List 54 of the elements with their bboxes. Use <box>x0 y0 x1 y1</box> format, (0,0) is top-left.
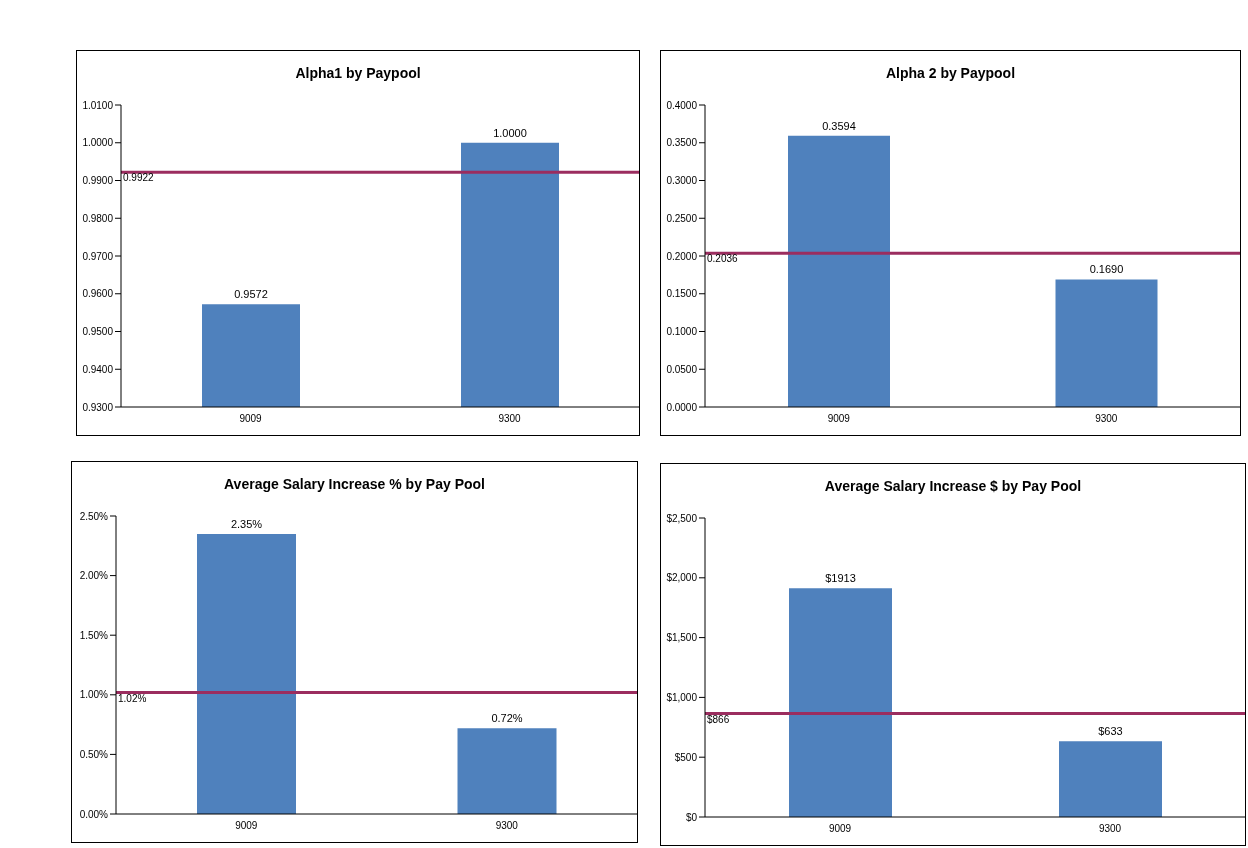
data-label: 0.3594 <box>822 119 856 132</box>
data-label: $633 <box>1098 725 1123 738</box>
y-tick-label: $0 <box>685 811 698 823</box>
ref-line-label: 1.02% <box>118 692 147 704</box>
y-tick-label: 0.0000 <box>666 401 698 413</box>
ref-line-label: $866 <box>707 713 730 725</box>
data-label: 0.1690 <box>1089 263 1124 276</box>
chart-title: Alpha1 by Paypool <box>294 65 422 83</box>
y-tick-label: 1.0000 <box>82 137 114 149</box>
x-tick-label: 9300 <box>495 820 519 832</box>
y-tick-label: $2,000 <box>666 572 698 584</box>
chart-title: Average Salary Increase $ by Pay Pool <box>823 478 1083 496</box>
y-tick-label: 1.50% <box>79 629 109 641</box>
y-tick-label: 0.1500 <box>666 288 698 300</box>
x-tick-label: 9009 <box>235 820 258 832</box>
y-tick-label: 0.9400 <box>82 363 114 375</box>
y-tick-label: 1.0100 <box>82 99 114 111</box>
y-tick-label: 0.1000 <box>666 326 698 338</box>
data-label: 2.35% <box>230 517 263 530</box>
y-tick-label: 2.50% <box>79 510 109 522</box>
y-tick-label: 0.3000 <box>666 175 698 187</box>
y-tick-label: 0.9300 <box>82 401 114 413</box>
chart-title: Average Salary Increase % by Pay Pool <box>223 476 486 494</box>
y-tick-label: 0.9500 <box>82 326 114 338</box>
x-tick-label: 9009 <box>239 413 263 425</box>
y-tick-label: 0.2500 <box>666 212 698 224</box>
y-tick-label: 0.9800 <box>82 212 114 224</box>
chart-title: Alpha 2 by Paypool <box>884 65 1017 83</box>
ref-line-label: 0.9922 <box>123 172 155 184</box>
y-tick-label: $1,500 <box>666 632 698 644</box>
x-tick-label: 9300 <box>1095 413 1118 425</box>
y-tick-label: 0.0500 <box>666 363 698 375</box>
y-tick-label: 0.9700 <box>82 250 114 262</box>
ref-line-label: 0.2036 <box>707 253 739 265</box>
x-tick-label: 9300 <box>1098 823 1122 835</box>
y-tick-label: 2.00% <box>79 570 109 582</box>
y-tick-label: $2,500 <box>666 512 698 524</box>
y-tick-label: 0.2000 <box>666 250 698 262</box>
y-tick-label: 0.3500 <box>666 137 698 149</box>
x-tick-label: 9009 <box>828 823 852 835</box>
x-tick-label: 9009 <box>827 413 851 425</box>
x-tick-label: 9300 <box>498 413 522 425</box>
y-tick-label: 0.50% <box>79 748 109 760</box>
y-tick-label: $1,000 <box>666 691 698 703</box>
data-label: 1.0000 <box>493 126 527 139</box>
y-tick-label: 0.4000 <box>666 99 698 111</box>
y-tick-label: 1.00% <box>79 689 109 701</box>
y-tick-label: 0.9900 <box>82 175 114 187</box>
data-label: $1913 <box>825 572 856 585</box>
y-tick-label: 0.00% <box>79 808 109 820</box>
data-label: 0.72% <box>491 712 523 725</box>
y-tick-label: 0.9600 <box>82 288 114 300</box>
data-label: 0.9572 <box>234 288 268 301</box>
y-tick-label: $500 <box>674 751 698 763</box>
